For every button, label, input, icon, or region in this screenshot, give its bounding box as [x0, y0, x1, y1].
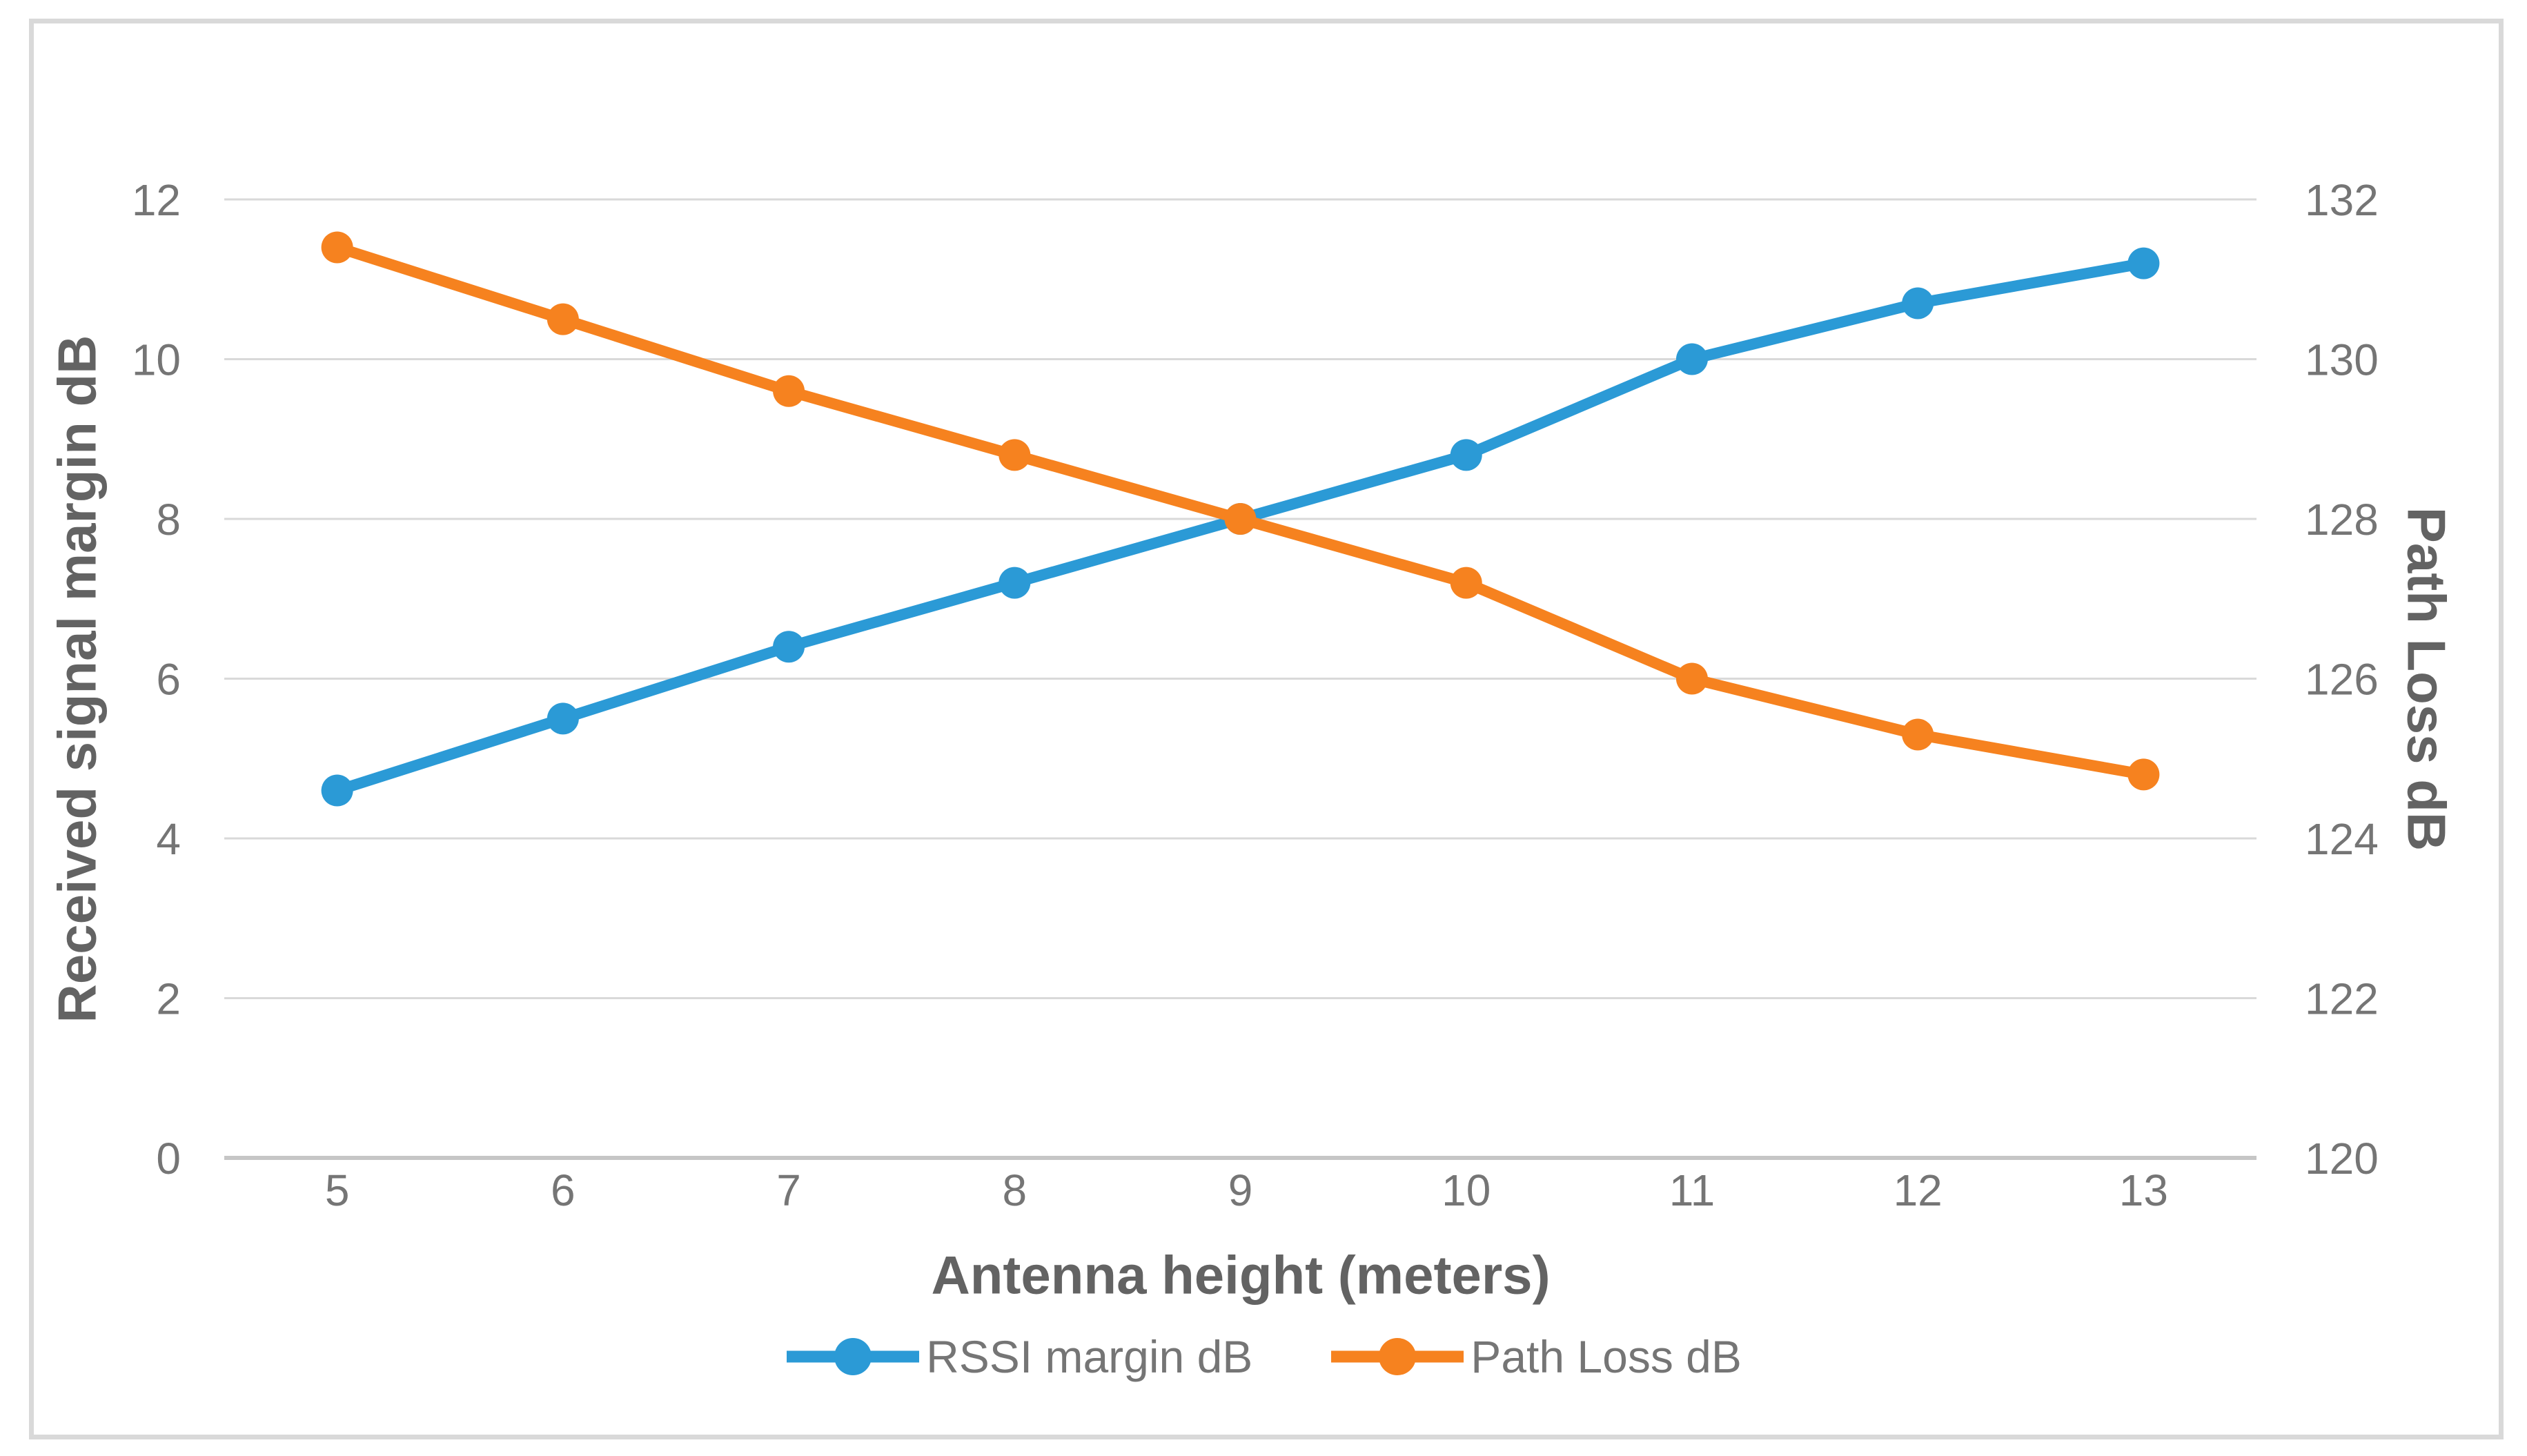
legend-marker-rssi-margin-icon [787, 1338, 920, 1375]
right-axis-tick-label: 120 [2305, 1134, 2379, 1183]
data-point-marker-1 [321, 231, 353, 264]
legend-point-0 [834, 1338, 872, 1375]
legend-item-path-loss: Path Loss dB [1330, 1330, 1742, 1383]
right-axis-title: Path Loss dB [2396, 506, 2457, 852]
data-point-marker-0 [321, 774, 353, 807]
x-axis-title: Antenna height (meters) [931, 1244, 1551, 1306]
data-point-marker-0 [2127, 247, 2160, 279]
data-point-marker-1 [1224, 503, 1257, 535]
data-point-marker-0 [999, 567, 1031, 599]
x-axis-tick-label: 9 [1228, 1165, 1253, 1215]
legend-marker-path-loss-icon [1331, 1338, 1464, 1375]
right-axis-tick-label: 126 [2305, 655, 2379, 705]
data-point-marker-1 [773, 375, 805, 407]
data-point-marker-1 [1675, 662, 1708, 695]
x-axis-tick-label: 7 [776, 1165, 801, 1215]
left-axis-tick-label: 6 [156, 655, 181, 705]
x-axis-tick-label: 5 [325, 1165, 350, 1215]
left-axis-tick-label: 10 [132, 335, 181, 385]
right-axis-tick-label: 128 [2305, 495, 2379, 544]
legend-item-rssi-margin: RSSI margin dB [785, 1330, 1252, 1383]
right-axis-tick-label: 124 [2305, 814, 2379, 864]
data-point-marker-0 [773, 631, 805, 663]
left-axis-tick-label: 8 [156, 495, 181, 544]
left-axis-tick-label: 2 [156, 974, 181, 1024]
left-axis-tick-label: 4 [156, 814, 181, 864]
right-axis-tick-label: 132 [2305, 175, 2379, 225]
data-point-marker-1 [2127, 758, 2160, 791]
data-point-marker-1 [1450, 567, 1482, 599]
data-point-marker-0 [1902, 287, 1934, 319]
legend-label-path-loss: Path Loss dB [1471, 1331, 1742, 1382]
right-axis-tick-label: 122 [2305, 974, 2379, 1024]
x-axis-tick-label: 10 [1442, 1165, 1491, 1215]
left-axis-title: Received signal margin dB [46, 335, 108, 1023]
x-axis-tick-label: 8 [1002, 1165, 1027, 1215]
x-axis-tick-label: 12 [1894, 1165, 1943, 1215]
data-point-marker-0 [1450, 439, 1482, 471]
data-point-marker-1 [999, 439, 1031, 471]
x-axis-tick-label: 11 [1669, 1165, 1715, 1215]
legend-label-rssi-margin: RSSI margin dB [926, 1331, 1253, 1382]
x-axis-tick-label: 6 [551, 1165, 576, 1215]
left-axis-tick-label: 12 [132, 175, 181, 225]
legend: RSSI margin dB Path Loss dB [0, 1330, 2527, 1383]
x-axis-tick-label: 13 [2119, 1165, 2168, 1215]
data-point-marker-1 [547, 303, 579, 335]
right-axis-tick-label: 130 [2305, 335, 2379, 385]
left-axis-tick-label: 0 [156, 1134, 181, 1183]
data-point-marker-0 [547, 702, 579, 735]
legend-point-1 [1379, 1338, 1417, 1375]
data-point-marker-1 [1902, 718, 1934, 751]
data-point-marker-0 [1675, 343, 1708, 375]
